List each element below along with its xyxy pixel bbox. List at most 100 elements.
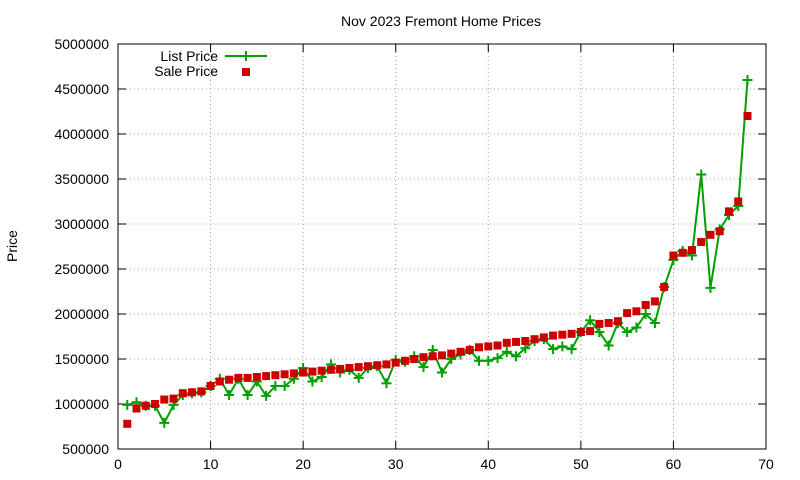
sale-price-point: [539, 333, 548, 342]
list-price-point: [270, 381, 281, 391]
y-tick-label: 4000000: [54, 126, 109, 142]
sale-price-point: [252, 373, 261, 381]
sale-price-point: [558, 330, 567, 339]
sale-price-point: [215, 377, 224, 386]
sale-price-point: [734, 197, 743, 206]
y-tick-label: 500000: [62, 441, 109, 457]
sale-price-point: [234, 373, 243, 382]
list-price-point: [483, 355, 494, 366]
list-price-point: [603, 340, 614, 351]
sale-price-point: [743, 112, 752, 120]
sale-price-point: [595, 319, 604, 328]
sale-price-point: [687, 246, 696, 255]
sale-price-point: [382, 360, 391, 369]
x-tick-label: 30: [388, 456, 404, 472]
list-price-point: [261, 390, 272, 401]
sale-price-point: [641, 301, 650, 309]
list-price-point: [557, 341, 568, 352]
sale-price-point: [604, 319, 613, 327]
sale-price-point: [410, 355, 419, 363]
list-price-point: [501, 346, 512, 357]
sale-price-point: [456, 347, 465, 356]
sale-price-point: [289, 369, 298, 378]
list-price-point: [631, 322, 642, 333]
list-price-point: [742, 75, 753, 85]
list-price-point: [649, 318, 660, 328]
y-tick-label: 3000000: [54, 216, 109, 232]
sale-price-point: [465, 346, 474, 354]
list-price-point: [474, 355, 485, 366]
sale-price-point: [317, 366, 326, 375]
sale-price-point: [326, 365, 335, 374]
sale-price-point: [197, 387, 206, 396]
list-price-point: [437, 367, 447, 378]
sale-price-point: [363, 362, 372, 371]
x-tick-label: 70: [758, 456, 774, 472]
list-price-point: [511, 351, 522, 362]
sale-price-point: [567, 329, 576, 338]
y-axis: 500000 1000000 1500000 2000000 2500000 300000…: [54, 36, 766, 457]
sale-price-point: [373, 361, 382, 370]
sale-price-point: [438, 351, 446, 360]
list-price-point: [705, 282, 716, 293]
sale-price-point: [613, 317, 622, 326]
sale-price-point: [345, 364, 354, 372]
sale-price-point: [151, 400, 160, 408]
list-price-point: [353, 372, 364, 383]
sale-price-point: [678, 248, 687, 257]
list-price-point: [418, 362, 429, 373]
list-price-point: [122, 399, 133, 410]
sale-price-point: [493, 341, 502, 350]
list-price-point: [279, 381, 290, 391]
legend-list-label: List Price: [160, 48, 218, 64]
sale-price-point: [660, 283, 669, 291]
sale-price-point: [586, 327, 595, 336]
sale-price-point: [576, 328, 585, 336]
sale-price-point: [447, 349, 456, 358]
sale-price-point: [632, 307, 641, 316]
y-tick-label: 4500000: [54, 81, 109, 97]
sale-price-point: [669, 251, 678, 260]
list-price-line: [126, 79, 749, 426]
list-price-point: [696, 169, 707, 180]
list-price-point: [594, 327, 605, 337]
list-price-point: [585, 315, 596, 326]
sale-price-point: [475, 343, 484, 352]
list-price-point: [381, 378, 392, 389]
sale-price-point: [484, 342, 493, 351]
list-price-point: [159, 417, 170, 428]
sale-price-point: [512, 337, 521, 346]
sale-price-point: [206, 382, 215, 390]
legend-sale-sample: [242, 68, 250, 76]
sale-price-point: [243, 373, 252, 382]
sale-price-point: [530, 335, 539, 344]
sale-price-point: [178, 389, 187, 398]
sale-price-point: [400, 356, 409, 365]
y-tick-label: 2000000: [54, 306, 109, 322]
sale-price-point: [419, 353, 428, 362]
x-axis: 0 10 20 30 40 50 60 70: [114, 44, 774, 472]
list-price-series: [122, 75, 753, 428]
sale-price-series: [123, 112, 752, 428]
x-tick-label: 0: [114, 456, 122, 472]
sale-price-point: [280, 370, 289, 379]
legend-list-sample: [225, 51, 267, 61]
list-price-point: [492, 353, 503, 364]
x-tick-label: 50: [573, 456, 589, 472]
x-tick-label: 40: [480, 456, 496, 472]
list-price-point: [640, 309, 651, 319]
sale-price-point: [650, 297, 659, 306]
x-tick-label: 60: [666, 456, 682, 472]
sale-price-point: [697, 238, 706, 246]
sale-price-point: [623, 309, 632, 318]
y-axis-label: Price: [4, 230, 20, 262]
sale-price-point: [521, 337, 530, 345]
sale-price-point: [262, 372, 271, 381]
legend: List Price Sale Price: [154, 48, 267, 79]
list-price-point: [622, 327, 633, 337]
legend-sale-label: Sale Price: [154, 63, 218, 79]
legend-sale-marker: [242, 68, 250, 76]
sale-price-point: [502, 338, 511, 347]
sale-price-point: [706, 230, 715, 239]
